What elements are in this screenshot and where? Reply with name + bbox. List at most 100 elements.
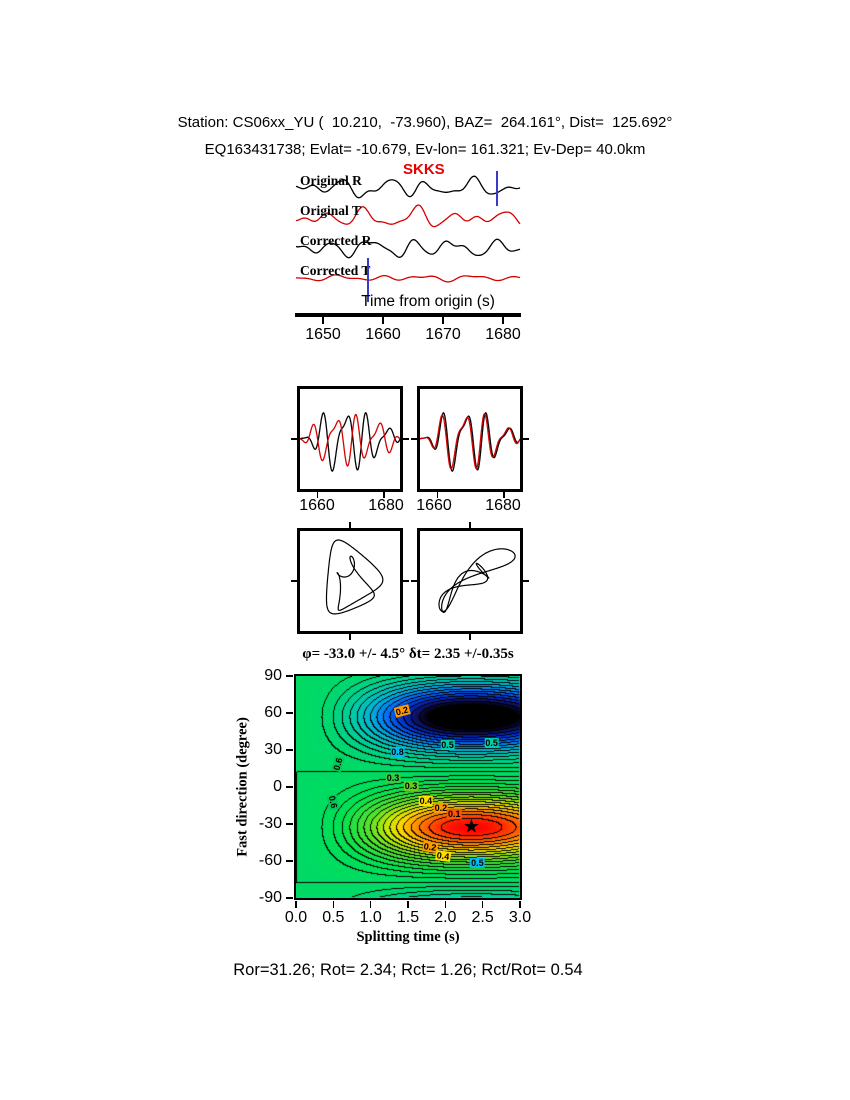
misfit-x-tick-label: 3.0 — [508, 909, 532, 926]
zoom-tick-label: 1660 — [416, 497, 452, 514]
frame-tick — [436, 492, 439, 498]
seis-tick — [442, 317, 444, 324]
contour-label: 0.4 — [418, 795, 434, 806]
seismogram-traces — [295, 175, 521, 283]
contour-label: 0.8 — [390, 747, 405, 758]
contour-label: 0.5 — [470, 858, 485, 869]
particle-motion-panel-before — [297, 528, 403, 634]
station-info-line: Station: CS06xx_YU ( 10.210, -73.960), B… — [177, 114, 673, 131]
trace-path — [300, 413, 400, 467]
trace-path — [420, 412, 520, 472]
frame-tick — [403, 438, 409, 440]
misfit-x-tick-label: 0.5 — [322, 909, 345, 926]
zoom-tick-label: 1680 — [368, 497, 404, 514]
trace-path — [325, 539, 384, 615]
frame-tick — [291, 438, 297, 440]
misfit-y-tick-label: 30 — [264, 741, 282, 758]
trace-label-corrected-t: Corrected T — [300, 263, 371, 278]
time-window-marker-left — [366, 258, 369, 302]
event-info-line: EQ163431738; Evlat= -10.679, Ev-lon= 161… — [204, 141, 646, 158]
misfit-y-tick — [286, 823, 293, 825]
misfit-x-tick-label: 1.0 — [359, 909, 382, 926]
misfit-x-tick — [369, 901, 372, 908]
trace-label-original-r: Original R — [300, 173, 362, 188]
particle-motion-after — [438, 548, 516, 613]
particle-motion-panel-after — [417, 528, 523, 634]
misfit-x-tick — [295, 901, 297, 908]
frame-tick — [523, 438, 529, 440]
seis-tick-label: 1680 — [485, 326, 521, 343]
misfit-y-tick — [286, 749, 293, 751]
trace-label-corrected-r: Corrected R — [300, 233, 372, 248]
waveform-window-panel-right — [417, 386, 523, 492]
contour-label: 0.5 — [440, 740, 455, 751]
frame-tick — [383, 492, 385, 498]
phase-label: SKKS — [403, 161, 445, 178]
frame-tick — [349, 522, 351, 528]
misfit-y-tick-label: 90 — [264, 667, 282, 684]
trace-path — [295, 175, 521, 199]
frame-tick — [469, 634, 471, 640]
frame-tick — [411, 580, 417, 582]
trace-path — [420, 412, 520, 470]
misfit-y-tick-label: -30 — [258, 815, 282, 832]
trace-path — [295, 238, 521, 259]
seis-tick-label: 1670 — [425, 326, 461, 343]
overlay-waves-right — [420, 412, 520, 472]
seismogram-axis-line — [295, 313, 521, 317]
time-window-marker-right — [495, 171, 498, 206]
misfit-x-tick-label: 2.0 — [434, 909, 457, 926]
frame-tick — [523, 580, 529, 582]
misfit-x-tick-label: 2.5 — [471, 909, 494, 926]
misfit-x-tick-label: 1.5 — [396, 909, 420, 926]
seismogram-axis-label: Time from origin (s) — [361, 293, 495, 310]
misfit-y-tick — [286, 860, 293, 862]
misfit-x-tick — [332, 901, 335, 908]
frame-tick — [349, 634, 351, 640]
best-fit-star-marker: ★ — [462, 816, 480, 838]
misfit-y-tick — [286, 675, 293, 677]
seis-tick — [502, 317, 504, 324]
zoom-tick-label: 1660 — [299, 497, 335, 514]
misfit-x-tick — [444, 901, 447, 908]
seis-tick — [322, 317, 324, 324]
seis-tick — [382, 317, 384, 324]
misfit-xlabel: Splitting time (s) — [356, 929, 460, 945]
frame-tick — [316, 492, 319, 498]
misfit-x-tick-label: 0.0 — [284, 909, 308, 926]
frame-tick — [291, 580, 297, 582]
misfit-title: φ= -33.0 +/- 4.5° δt= 2.35 +/-0.35s — [302, 646, 514, 662]
misfit-y-tick — [286, 712, 293, 714]
trace-path — [295, 274, 521, 283]
trace-path — [300, 412, 400, 472]
frame-tick — [411, 438, 417, 440]
quality-metrics-text: Ror=31.26; Rot= 2.34; Rct= 1.26; Rct/Rot… — [233, 961, 583, 979]
misfit-y-tick-label: -60 — [258, 852, 282, 869]
trace-label-original-t: Original T — [300, 203, 361, 218]
contour-label: 0.4 — [435, 850, 451, 863]
contour-label: 0.1 — [447, 809, 462, 820]
contour-label: 0.3 — [403, 780, 419, 791]
contour-label: 0.2 — [433, 802, 449, 813]
frame-tick — [503, 492, 505, 498]
zoom-tick-label: 1680 — [485, 497, 521, 514]
seis-tick-label: 1650 — [305, 326, 341, 343]
misfit-x-tick — [481, 901, 484, 908]
seis-tick-label: 1660 — [365, 326, 401, 343]
misfit-y-tick-label: 60 — [264, 704, 282, 721]
misfit-x-tick — [519, 901, 521, 908]
overlay-waves-left — [300, 412, 400, 472]
particle-motion-before — [325, 539, 384, 615]
frame-tick — [469, 522, 471, 528]
misfit-y-tick — [286, 897, 293, 899]
contour-label: 0.5 — [484, 737, 499, 748]
misfit-y-tick-label: -90 — [258, 889, 282, 906]
trace-path — [295, 204, 521, 228]
misfit-y-tick-label: 0 — [273, 778, 282, 795]
waveform-window-panel-left — [297, 386, 403, 492]
contour-label: 0.3 — [385, 773, 401, 784]
trace-path — [438, 548, 516, 613]
misfit-x-tick — [407, 901, 409, 908]
frame-tick — [403, 580, 409, 582]
